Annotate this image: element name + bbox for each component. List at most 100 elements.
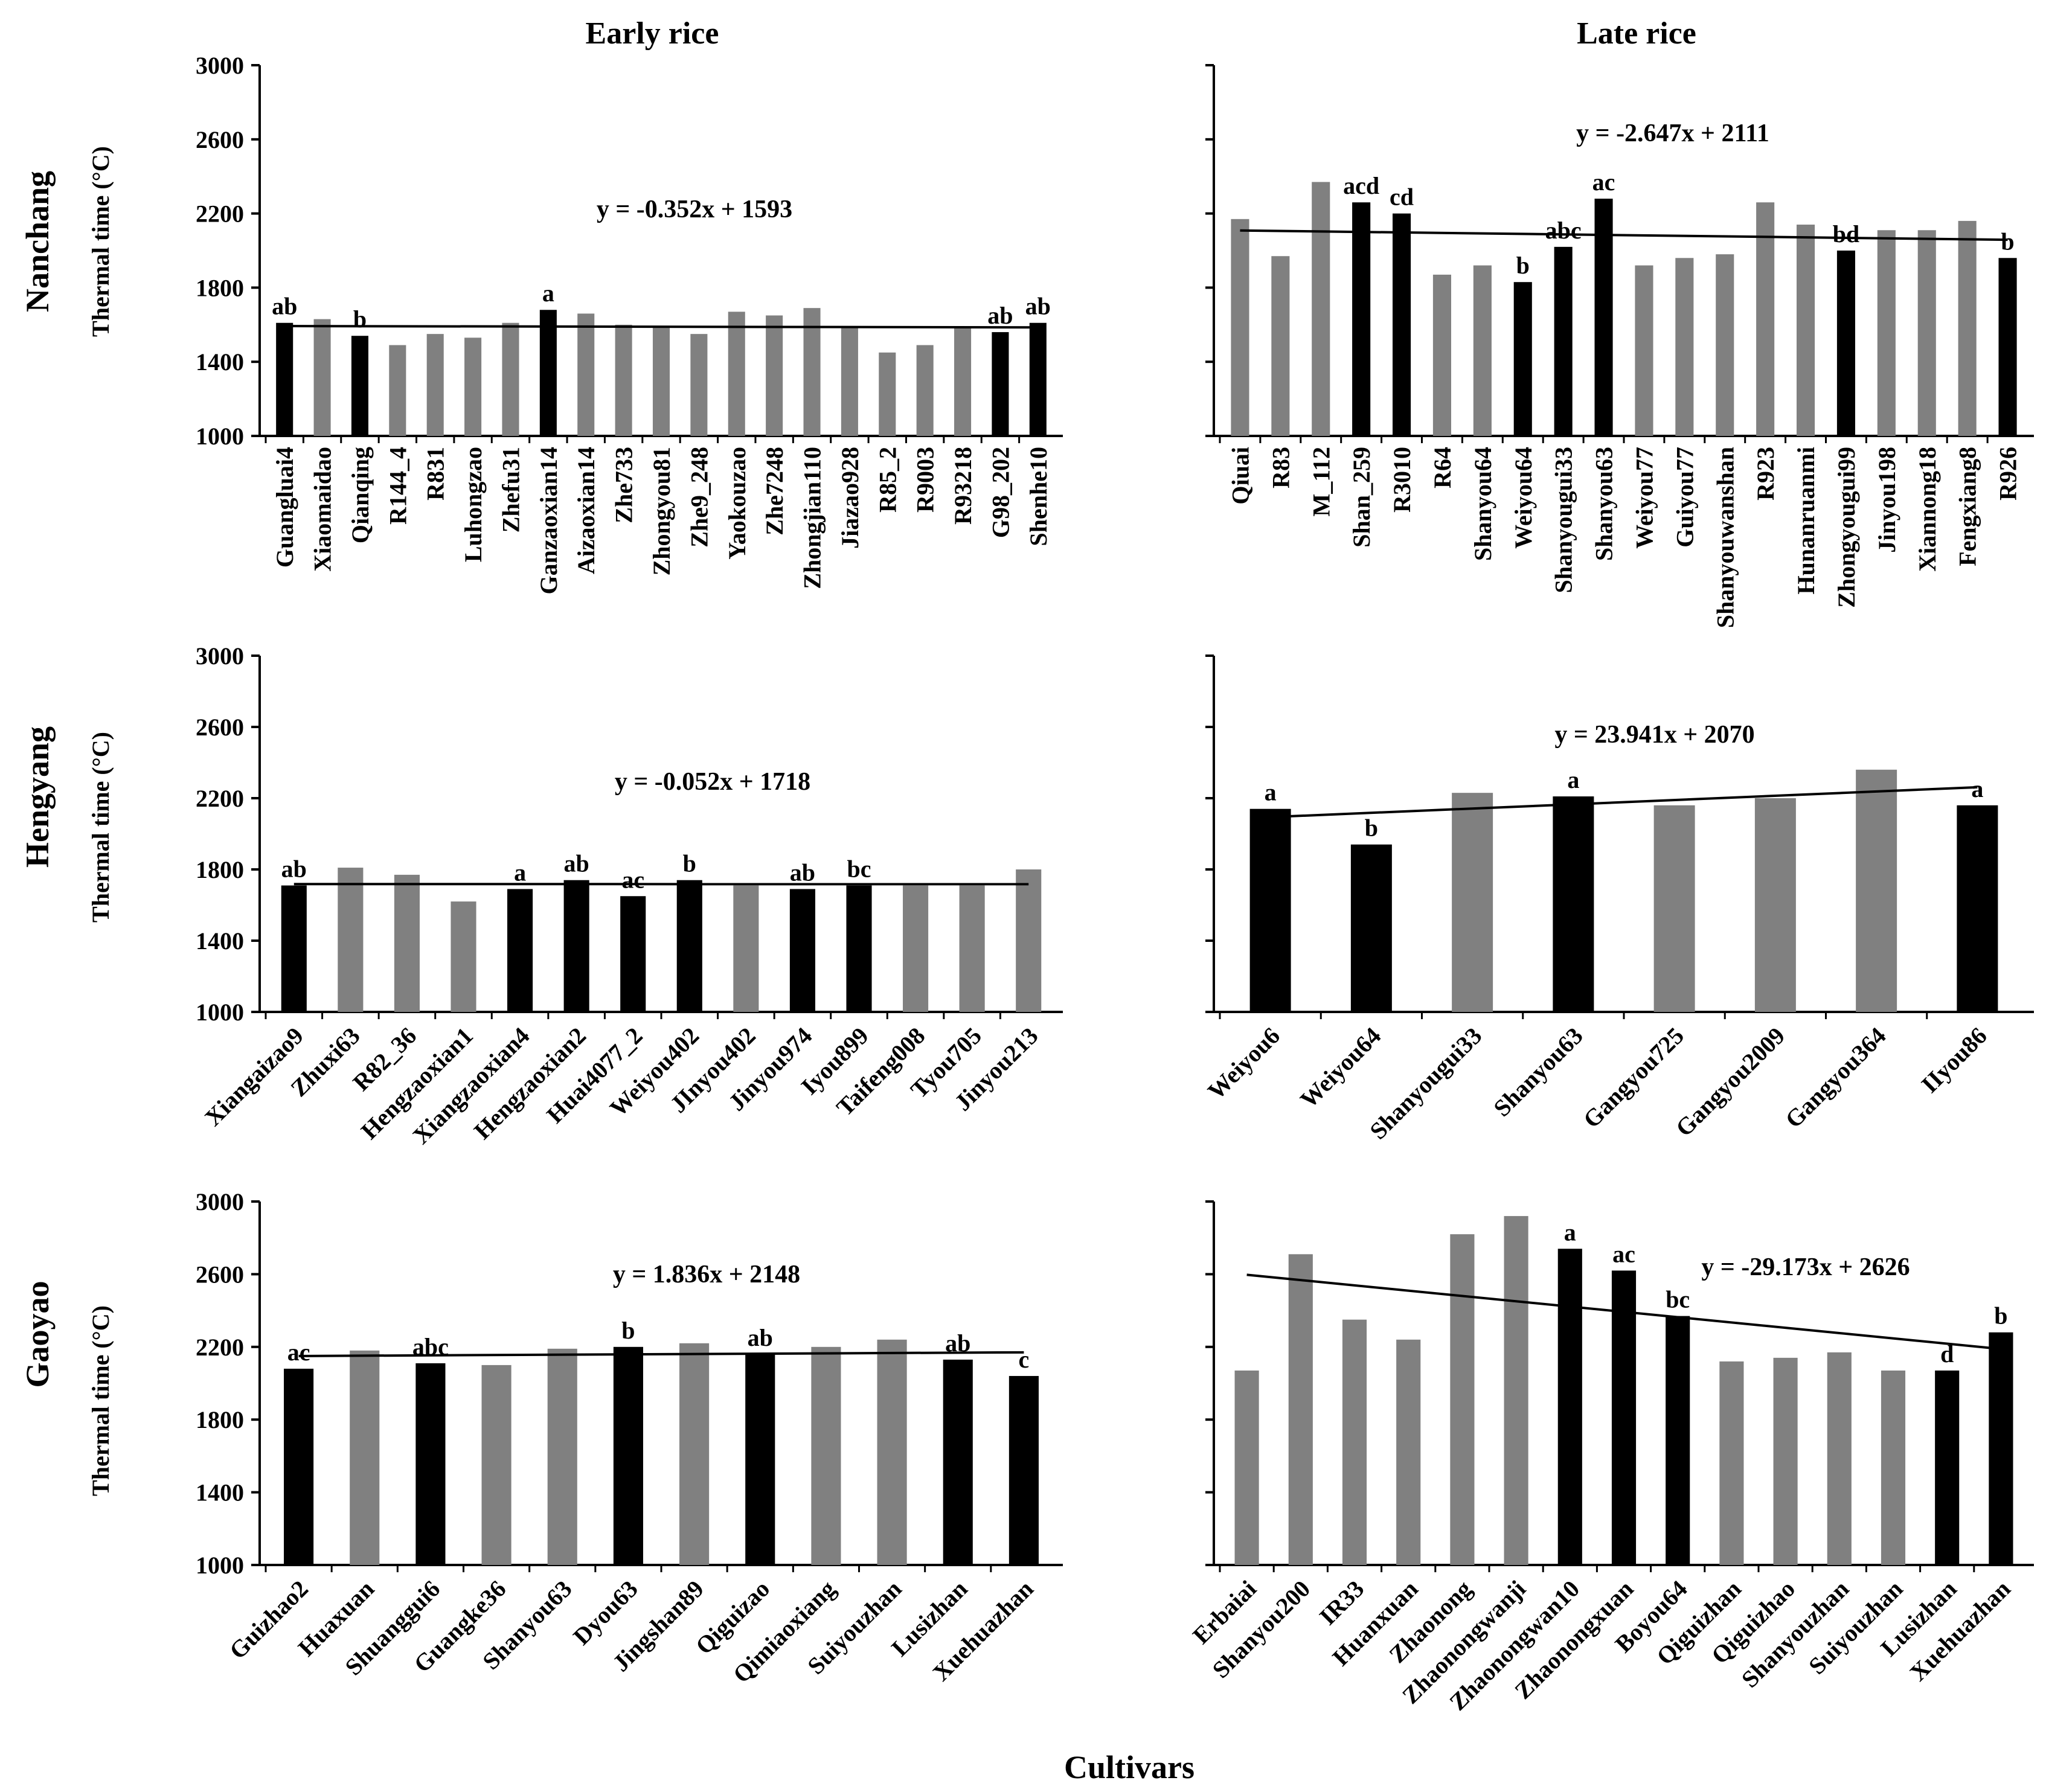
bar — [1675, 258, 1694, 436]
significance-letter: bc — [847, 856, 871, 883]
trend-line — [1246, 1273, 2001, 1351]
bar — [1756, 202, 1775, 436]
col-title-early: Early rice — [586, 16, 719, 51]
category-label: Aizaoxian14 — [572, 447, 600, 574]
significance-letter: a — [1564, 1218, 1576, 1246]
bar — [1352, 202, 1371, 436]
bar — [1473, 265, 1492, 436]
significance-letter: a — [1567, 766, 1579, 793]
trend-equation: y = -2.647x + 2111 — [1576, 120, 1769, 147]
trend-equation: y = 23.941x + 2070 — [1554, 721, 1754, 749]
y-tick-label: 1000 — [196, 1552, 244, 1579]
category-label: R3010 — [1388, 447, 1416, 513]
bar — [1989, 1332, 2013, 1565]
significance-letter: ac — [1612, 1240, 1635, 1267]
significance-letter: ab — [790, 859, 815, 886]
significance-letter: ac — [287, 1339, 310, 1366]
y-tick-label: 1800 — [196, 274, 244, 301]
bar — [1716, 254, 1734, 436]
bar — [879, 352, 896, 436]
bar — [1796, 225, 1815, 436]
bar — [789, 889, 815, 1012]
y-tick-label: 1400 — [196, 927, 244, 955]
x-axis-label: Cultivars — [1064, 1749, 1195, 1785]
bar — [1234, 1370, 1259, 1565]
y-tick-label: 1000 — [196, 423, 244, 450]
category-label: Shanyou63 — [1488, 1022, 1588, 1122]
bar — [954, 326, 972, 436]
category-label: Jinyou198 — [1873, 447, 1900, 553]
ylabel-gaoyao: Thermal time (°C) — [87, 1305, 114, 1496]
trend-equation: y = -29.173x + 2626 — [1701, 1253, 1910, 1281]
significance-letter: ac — [1592, 168, 1615, 196]
bar — [916, 345, 934, 436]
significance-letter: acd — [1343, 172, 1379, 199]
y-tick-label: 1000 — [196, 999, 244, 1026]
bar — [1504, 1216, 1528, 1565]
bar — [481, 1365, 512, 1565]
category-label: Shanyou64 — [1469, 447, 1496, 561]
y-tick-label: 2600 — [196, 1261, 244, 1288]
category-label: R93218 — [949, 447, 976, 525]
bar — [620, 896, 646, 1012]
bar — [1998, 258, 2017, 436]
y-tick-label: 3000 — [196, 1188, 244, 1215]
category-label: Shanyougui33 — [1550, 447, 1577, 593]
bar — [992, 332, 1009, 436]
row-title-gaoyao: Gaoyao — [19, 1281, 56, 1387]
bar — [1935, 1370, 1960, 1565]
bar — [766, 315, 783, 436]
category-label: Guiyou77 — [1671, 447, 1698, 548]
bar — [1836, 251, 1856, 436]
y-tick-label: 3000 — [196, 52, 244, 79]
significance-letter: cd — [1390, 184, 1414, 211]
bar — [351, 336, 368, 436]
category-label: M_112 — [1307, 447, 1335, 517]
category-label: Zhe9_248 — [685, 447, 713, 548]
bar — [1450, 1234, 1475, 1565]
bar — [451, 901, 476, 1012]
col-title-late: Late rice — [1577, 16, 1696, 51]
significance-letter: ab — [272, 293, 297, 320]
significance-letter: b — [2001, 228, 2014, 255]
bar — [959, 885, 985, 1012]
bar — [1773, 1357, 1798, 1565]
significance-letter: ab — [987, 302, 1013, 329]
bar — [1856, 769, 1897, 1012]
bar — [1554, 246, 1573, 436]
category-label: Yaokouzao — [723, 447, 751, 560]
bar — [877, 1339, 907, 1565]
trend-line — [298, 1351, 1024, 1357]
significance-letter: ac — [621, 866, 644, 893]
trend-equation: y = 1.836x + 2148 — [613, 1261, 800, 1288]
significance-letter: ab — [564, 850, 589, 877]
bar — [733, 885, 759, 1012]
category-label: Weiyou64 — [1295, 1022, 1386, 1113]
bar — [652, 326, 670, 436]
bar — [415, 1363, 446, 1565]
bar — [846, 885, 872, 1012]
significance-letter: ab — [748, 1324, 773, 1351]
row-title-nanchang: Nanchang — [19, 171, 56, 312]
category-label: Xiannong18 — [1914, 447, 1941, 572]
panel-gaoyao-late: ErbaiaiShanyou200IR33HuanxuanZhaonongZha… — [1187, 1200, 2034, 1716]
category-label: Guizhao2 — [224, 1575, 313, 1665]
bar — [502, 322, 519, 436]
bar — [676, 880, 702, 1012]
y-tick-label: 1400 — [196, 348, 244, 376]
category-label: R144_4 — [384, 447, 411, 525]
category-label: Zhongjian110 — [799, 447, 826, 589]
bar — [313, 319, 331, 436]
significance-letter: b — [621, 1317, 635, 1344]
bar — [507, 889, 533, 1012]
bar — [728, 312, 745, 436]
category-label: Weiyou6 — [1202, 1022, 1285, 1105]
trend-line — [1270, 786, 1978, 819]
category-label: Shanyouwanshan — [1711, 447, 1739, 628]
significance-letter: b — [1994, 1302, 2007, 1330]
y-tick-label: 2200 — [196, 200, 244, 228]
category-label: Weiyou77 — [1631, 447, 1658, 549]
y-tick-label: 1400 — [196, 1479, 244, 1506]
bar — [1513, 282, 1532, 436]
significance-letter: c — [1019, 1346, 1030, 1373]
